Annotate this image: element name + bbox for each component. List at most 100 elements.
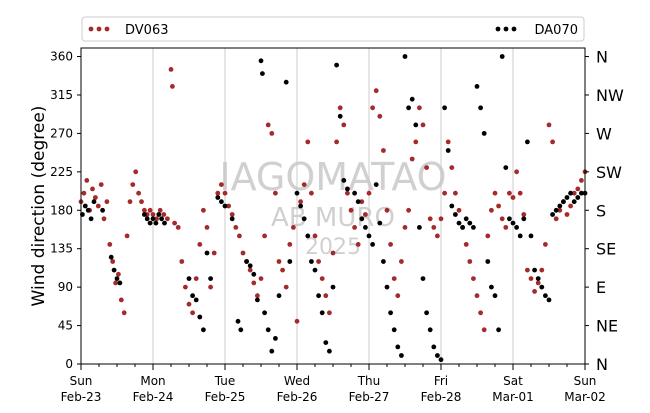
point-da070 <box>219 199 224 205</box>
point-da070 <box>153 220 159 226</box>
point-dv063 <box>571 190 577 196</box>
point-dv063 <box>517 190 523 196</box>
point-da070 <box>543 293 548 299</box>
point-da070 <box>229 216 235 222</box>
point-dv063 <box>348 207 354 213</box>
x-tick-label-date: Mar-02 <box>564 390 605 404</box>
point-dv063 <box>355 242 361 247</box>
point-da070 <box>557 203 563 209</box>
point-dv063 <box>499 216 505 222</box>
legend-label-da070: DA070 <box>535 23 579 38</box>
point-da070 <box>391 327 397 333</box>
point-da070 <box>323 340 329 345</box>
point-da070 <box>258 58 264 64</box>
point-dv063 <box>175 225 181 230</box>
point-dv063 <box>157 207 163 213</box>
point-da070 <box>521 216 527 222</box>
point-dv063 <box>363 212 368 217</box>
legend-marker-dv063 <box>96 26 102 32</box>
point-dv063 <box>510 195 516 200</box>
point-dv063 <box>352 225 357 230</box>
x-tick-label-date: Feb-27 <box>349 390 390 404</box>
point-dv063 <box>341 122 347 128</box>
point-da070 <box>201 327 206 333</box>
compass-label: S <box>596 201 606 220</box>
point-dv063 <box>550 139 555 145</box>
point-dv063 <box>579 178 584 183</box>
point-da070 <box>553 207 559 213</box>
point-dv063 <box>539 267 545 273</box>
point-da070 <box>453 212 458 217</box>
point-da070 <box>550 212 555 217</box>
point-da070 <box>91 199 97 205</box>
point-da070 <box>235 318 241 324</box>
point-dv063 <box>337 105 343 111</box>
point-da070 <box>114 276 120 281</box>
point-dv063 <box>406 207 411 213</box>
legend-marker-dv063 <box>88 26 94 32</box>
point-da070 <box>301 216 307 222</box>
x-tick-label-day: Fri <box>434 374 448 388</box>
point-dv063 <box>273 190 278 196</box>
point-da070 <box>190 293 196 299</box>
point-da070 <box>341 178 347 183</box>
point-dv063 <box>247 267 253 273</box>
point-da070 <box>111 267 117 273</box>
point-dv063 <box>265 122 271 128</box>
x-tick-label-date: Feb-26 <box>277 390 318 404</box>
point-dv063 <box>133 169 139 175</box>
point-da070 <box>147 220 153 226</box>
point-dv063 <box>485 233 491 239</box>
point-dv063 <box>431 225 437 230</box>
point-da070 <box>204 250 210 256</box>
x-tick-label-day: Sun <box>574 374 597 388</box>
point-da070 <box>85 207 91 213</box>
point-da070 <box>363 225 368 230</box>
point-dv063 <box>170 84 175 89</box>
point-dv063 <box>127 199 133 205</box>
point-da070 <box>238 327 244 333</box>
point-dv063 <box>186 301 192 307</box>
legend-box <box>81 16 585 42</box>
point-da070 <box>330 284 336 290</box>
point-da070 <box>402 54 408 59</box>
point-da070 <box>117 280 123 286</box>
point-da070 <box>298 203 303 209</box>
point-da070 <box>247 263 253 269</box>
point-dv063 <box>190 310 196 316</box>
point-dv063 <box>474 293 480 299</box>
point-da070 <box>510 220 516 226</box>
point-da070 <box>355 199 361 205</box>
point-da070 <box>370 242 375 247</box>
compass-label: NW <box>596 86 624 105</box>
point-da070 <box>481 131 487 136</box>
point-dv063 <box>366 190 372 196</box>
point-da070 <box>312 267 318 273</box>
legend-marker-da070 <box>503 26 509 32</box>
point-dv063 <box>107 242 113 247</box>
point-dv063 <box>93 195 98 200</box>
point-da070 <box>456 220 462 226</box>
point-da070 <box>193 297 199 303</box>
point-da070 <box>262 310 267 316</box>
point-dv063 <box>402 225 408 230</box>
point-dv063 <box>101 216 107 222</box>
point-dv063 <box>197 242 203 247</box>
point-dv063 <box>535 280 541 286</box>
point-da070 <box>255 297 260 303</box>
point-dv063 <box>489 207 494 213</box>
point-dv063 <box>233 225 239 230</box>
point-dv063 <box>136 190 142 196</box>
point-dv063 <box>309 190 314 196</box>
point-dv063 <box>298 199 303 205</box>
point-da070 <box>283 79 289 85</box>
point-dv063 <box>226 203 232 209</box>
point-da070 <box>222 203 228 209</box>
y-tick-label: 90 <box>58 280 73 294</box>
point-dv063 <box>377 113 383 119</box>
point-da070 <box>309 259 314 264</box>
watermark-text: 2025 <box>305 235 361 260</box>
point-da070 <box>503 165 509 171</box>
